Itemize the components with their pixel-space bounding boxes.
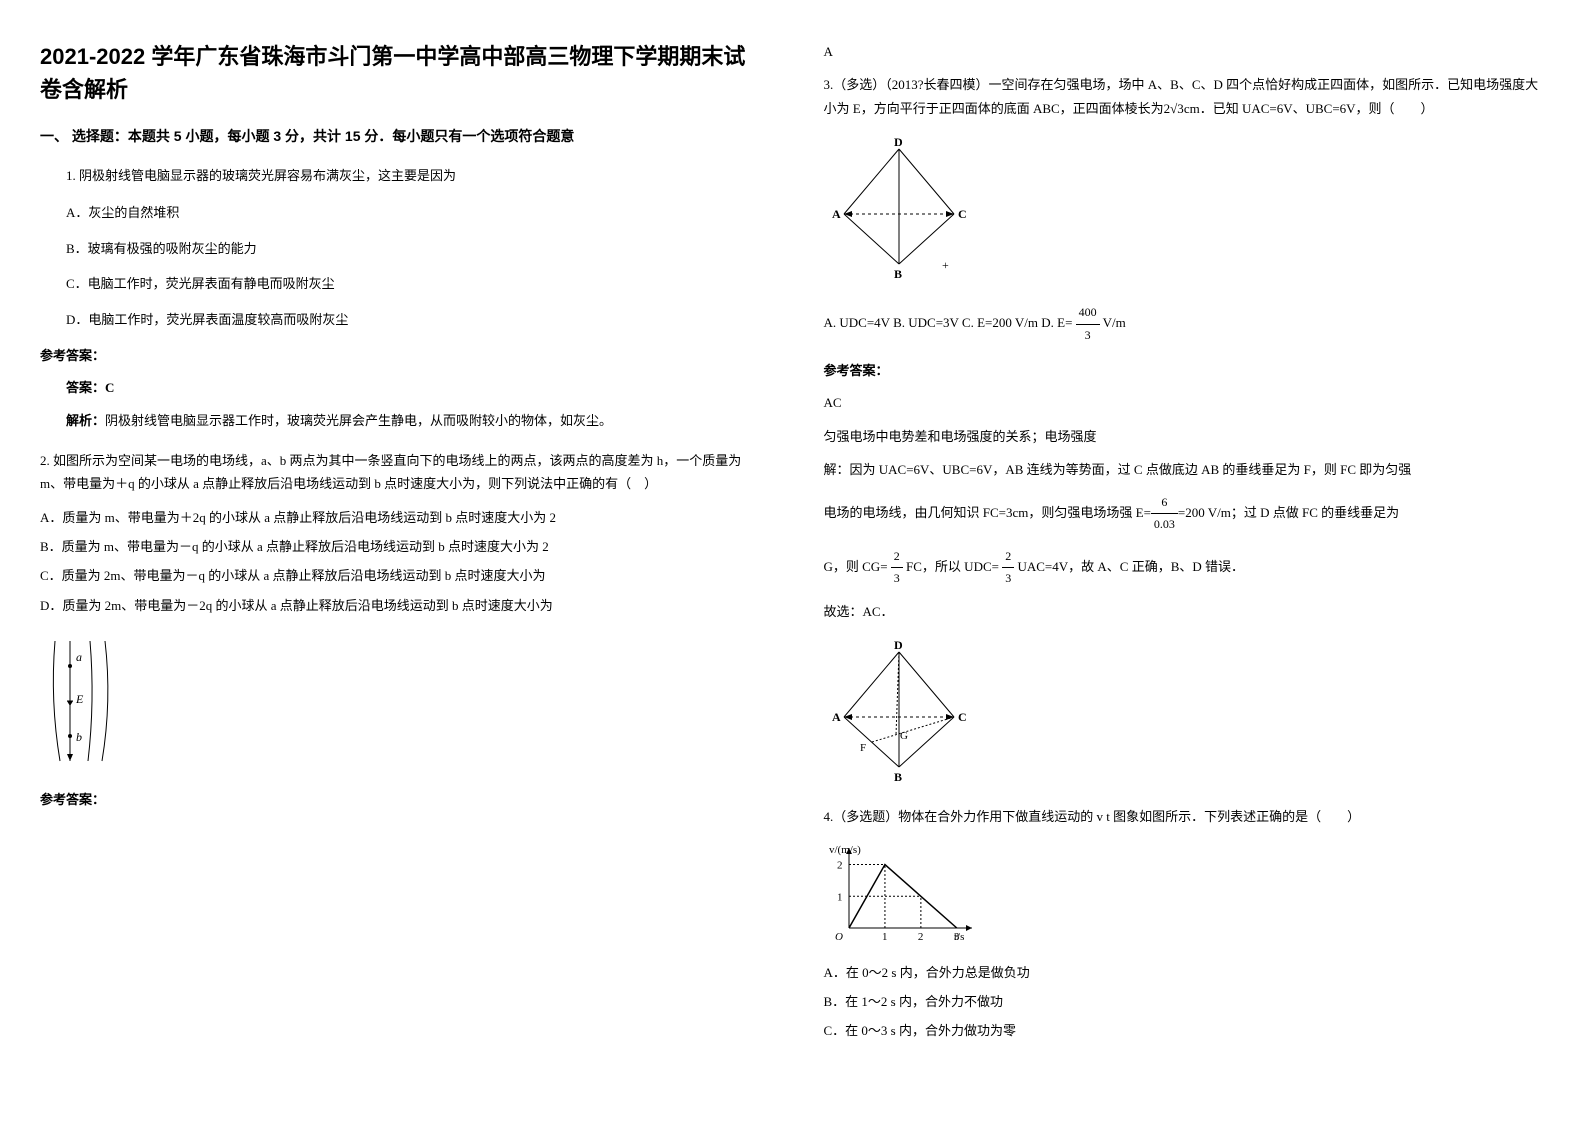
svg-text:t/s: t/s — [954, 931, 964, 943]
svg-text:1: 1 — [837, 891, 843, 903]
q2-option-c: C．质量为 2m、带电量为－q 的小球从 a 点静止释放后沿电场线运动到 b 点… — [40, 564, 764, 587]
q2-stem: 2. 如图所示为空间某一电场的电场线，a、b 两点为其中一条竖直向下的电场线上的… — [40, 449, 764, 496]
svg-text:B: B — [894, 770, 902, 784]
document-title: 2021-2022 学年广东省珠海市斗门第一中学高中部高三物理下学期期末试卷含解… — [40, 40, 764, 106]
q3-explain-4: G，则 CG= 23 FC，所以 UDC= 23 UAC=4V，故 A、C 正确… — [824, 546, 1548, 590]
q3-explain-5: 故选：AC． — [824, 600, 1548, 623]
q3-options: A. UDC=4V B. UDC=3V C. E=200 V/m D. E= 4… — [824, 302, 1548, 346]
q2-field-diagram: a E b — [40, 631, 764, 775]
q1-option-d: D．电脑工作时，荧光屏表面温度较高而吸附灰尘 — [40, 308, 764, 331]
svg-text:C: C — [958, 710, 967, 724]
svg-text:F: F — [860, 742, 866, 754]
q2-option-a: A．质量为 m、带电量为＋2q 的小球从 a 点静止释放后沿电场线运动到 b 点… — [40, 506, 764, 529]
q4-option-c: C．在 0～3 s 内，合外力做功为零 — [824, 1019, 1548, 1042]
q2-option-d: D．质量为 2m、带电量为－2q 的小球从 a 点静止释放后沿电场线运动到 b … — [40, 594, 764, 617]
svg-text:a: a — [76, 650, 82, 664]
q3-tetrahedron-diagram: D A C B + — [824, 134, 1548, 288]
q2-answer: A — [824, 40, 1548, 63]
q4-option-b: B．在 1～2 s 内，合外力不做功 — [824, 990, 1548, 1013]
svg-text:1: 1 — [881, 931, 887, 943]
q1-explain: 解析：阴极射线管电脑显示器工作时，玻璃荧光屏会产生静电，从而吸附较小的物体，如灰… — [40, 409, 764, 432]
q2-option-b: B．质量为 m、带电量为－q 的小球从 a 点静止释放后沿电场线运动到 b 点时… — [40, 535, 764, 558]
q3-explain-3: 电场的电场线，由几何知识 FC=3cm，则匀强电场场强 E=60.03=200 … — [824, 492, 1548, 536]
svg-text:G: G — [900, 730, 908, 742]
q1-answer-label: 参考答案： — [40, 345, 764, 364]
svg-text:C: C — [958, 207, 967, 221]
q2-answer-label: 参考答案： — [40, 789, 764, 808]
q3-answer: AC — [824, 391, 1548, 414]
svg-text:2: 2 — [917, 931, 923, 943]
svg-text:2: 2 — [837, 859, 843, 871]
section-heading: 一、 选择题：本题共 5 小题，每小题 3 分，共计 15 分．每小题只有一个选… — [40, 126, 764, 146]
q4-stem: 4.（多选题）物体在合外力作用下做直线运动的 v t 图象如图所示．下列表述正确… — [824, 805, 1548, 828]
svg-text:b: b — [76, 730, 82, 744]
svg-text:B: B — [894, 267, 902, 281]
svg-text:A: A — [832, 710, 841, 724]
q4-vt-chart: 12312Ov/(m/s)t/s — [824, 843, 1548, 947]
svg-text:D: D — [894, 638, 903, 652]
q3-explain-1: 匀强电场中电势差和电场强度的关系；电场强度 — [824, 425, 1548, 448]
q1-answer: 答案：C — [40, 376, 764, 399]
q3-answer-label: 参考答案： — [824, 360, 1548, 379]
svg-text:D: D — [894, 135, 903, 149]
svg-text:O: O — [835, 931, 843, 943]
q1-option-b: B．玻璃有极强的吸附灰尘的能力 — [40, 237, 764, 260]
q1-option-a: A．灰尘的自然堆积 — [40, 201, 764, 224]
q4-option-a: A．在 0～2 s 内，合外力总是做负功 — [824, 961, 1548, 984]
q3-explain-2: 解：因为 UAC=6V、UBC=6V，AB 连线为等势面，过 C 点做底边 AB… — [824, 458, 1548, 481]
svg-text:v/(m/s): v/(m/s) — [829, 844, 861, 856]
q1-stem: 1. 阴极射线管电脑显示器的玻璃荧光屏容易布满灰尘，这主要是因为 — [40, 164, 764, 187]
svg-text:+: + — [942, 258, 949, 272]
q1-option-c: C．电脑工作时，荧光屏表面有静电而吸附灰尘 — [40, 272, 764, 295]
q3-stem: 3.（多选）（2013?长春四模）一空间存在匀强电场，场中 A、B、C、D 四个… — [824, 73, 1548, 120]
q3-tetrahedron-diagram-2: D A C B F G — [824, 637, 1548, 791]
svg-text:E: E — [75, 692, 84, 706]
svg-text:A: A — [832, 207, 841, 221]
